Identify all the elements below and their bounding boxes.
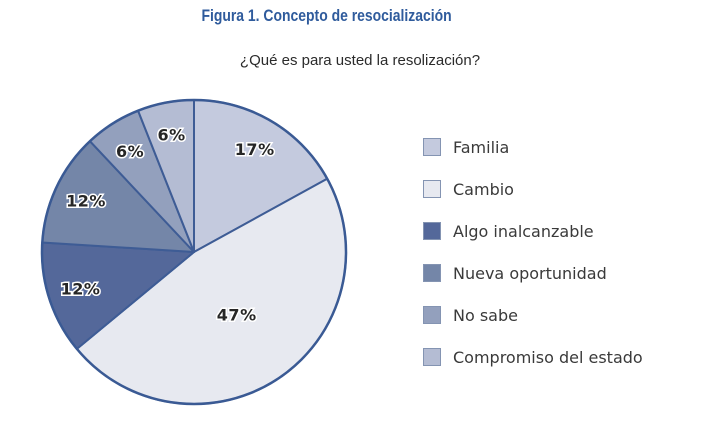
legend-swatch <box>423 348 441 366</box>
legend: Familia Cambio Algo inalcanzable Nueva opor… <box>423 138 643 390</box>
pie-slice-label: 6% <box>116 142 144 161</box>
legend-label: Familia <box>453 137 510 157</box>
legend-swatch <box>423 222 441 240</box>
legend-swatch <box>423 306 441 324</box>
legend-swatch <box>423 138 441 156</box>
pie-slice-label: 12% <box>61 279 101 298</box>
legend-label: Algo inalcanzable <box>453 221 594 241</box>
legend-item: Familia <box>423 137 643 157</box>
pie-chart: 17% 47% 12% 12% 6% 6% <box>40 98 348 406</box>
legend-item: Algo inalcanzable <box>423 221 643 241</box>
pie-outer-ring <box>40 98 348 406</box>
pie-slice-label: 47% <box>217 305 257 324</box>
legend-item: No sabe <box>423 305 643 325</box>
legend-label: Compromiso del estado <box>453 347 643 367</box>
legend-label: No sabe <box>453 305 518 325</box>
legend-item: Compromiso del estado <box>423 347 643 367</box>
figure-title: Figura 1. Concepto de resocialización <box>0 6 654 26</box>
legend-swatch <box>423 180 441 198</box>
legend-swatch <box>423 264 441 282</box>
pie-slice-label: 6% <box>158 125 186 144</box>
pie-slice-label: 17% <box>235 140 275 159</box>
pie-slice-label: 12% <box>66 192 106 211</box>
legend-item: Cambio <box>423 179 643 199</box>
legend-label: Nueva oportunidad <box>453 263 607 283</box>
legend-item: Nueva oportunidad <box>423 263 643 283</box>
legend-label: Cambio <box>453 179 514 199</box>
chart-question-subtitle: ¿Qué es para usted la resolización? <box>239 52 481 69</box>
figure-title-text: Figura 1. Concepto de resocialización <box>201 6 453 25</box>
